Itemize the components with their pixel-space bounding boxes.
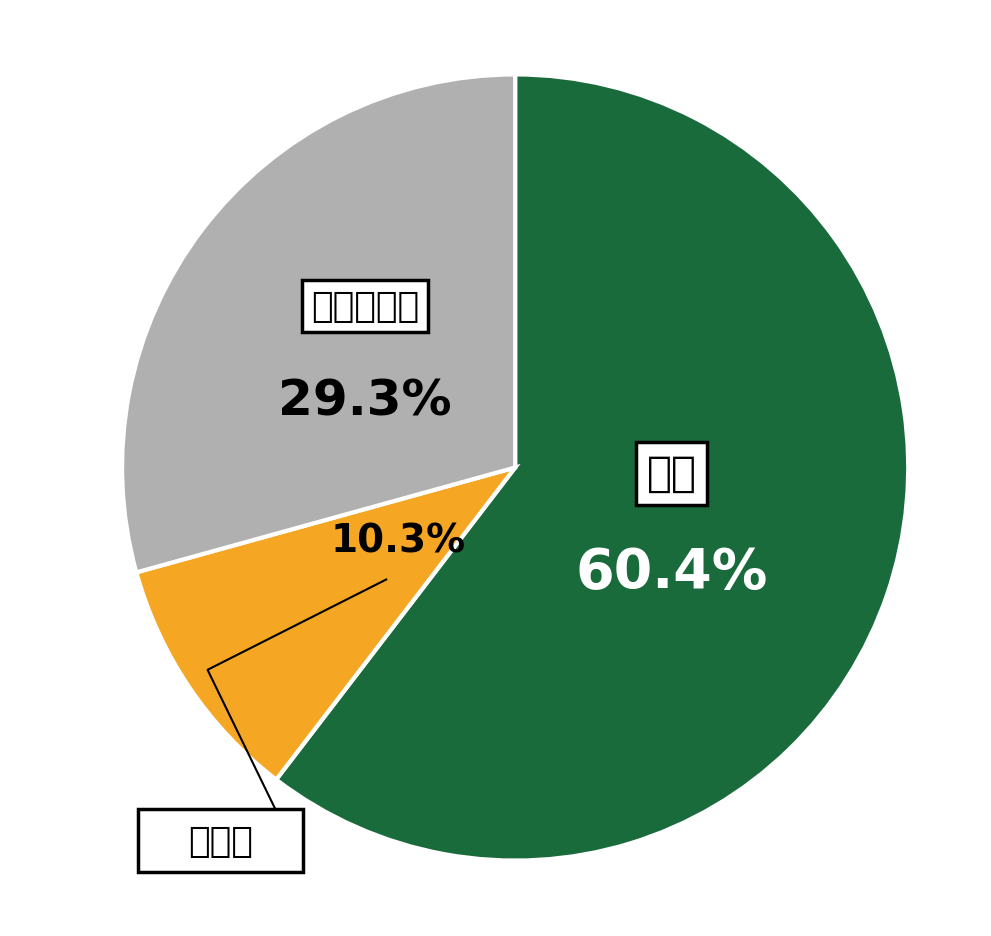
FancyBboxPatch shape <box>138 810 303 872</box>
Text: 10.3%: 10.3% <box>330 521 466 560</box>
Text: はい: はい <box>646 453 697 495</box>
Wedge shape <box>276 76 908 860</box>
Text: 60.4%: 60.4% <box>576 545 768 599</box>
Text: 29.3%: 29.3% <box>278 377 452 425</box>
Wedge shape <box>122 76 515 573</box>
Text: わからない: わからない <box>311 290 419 324</box>
Wedge shape <box>137 468 515 780</box>
Text: いいえ: いいえ <box>188 824 253 858</box>
